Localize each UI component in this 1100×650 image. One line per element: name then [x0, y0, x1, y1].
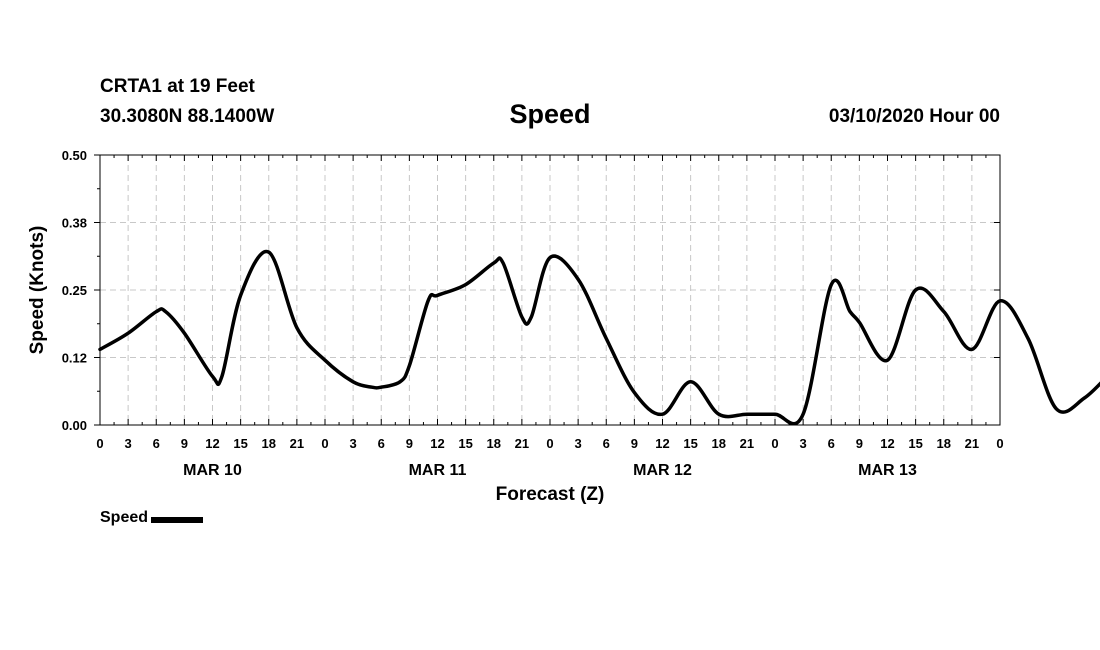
x-tick-label: 12 [655, 436, 669, 451]
x-tick-label: 0 [321, 436, 328, 451]
x-tick-label: 6 [603, 436, 610, 451]
coordinates-label: 30.3080N 88.1400W [100, 106, 275, 127]
plot-frame [99, 154, 1001, 426]
x-tick-label: 12 [205, 436, 219, 451]
x-tick-label: 18 [712, 436, 726, 451]
series-layer [98, 249, 1100, 426]
day-label: MAR 12 [633, 462, 692, 479]
x-axis-title: Forecast (Z) [496, 484, 605, 505]
y-tick-label: 0.25 [62, 283, 87, 298]
x-tick-label: 3 [125, 436, 132, 451]
x-tick-label: 6 [153, 436, 160, 451]
x-tick-label: 3 [575, 436, 582, 451]
y-tick-label: 0.00 [62, 418, 87, 433]
x-tick-label: 0 [996, 436, 1003, 451]
x-tick-label: 12 [430, 436, 444, 451]
x-tick-label: 15 [233, 436, 247, 451]
day-label: MAR 13 [858, 462, 917, 479]
gridlines [100, 155, 1000, 425]
x-tick-label: 18 [937, 436, 951, 451]
x-tick-label: 0 [96, 436, 103, 451]
x-tick-label: 0 [771, 436, 778, 451]
speed-series-line [98, 249, 1100, 426]
legend-swatch [151, 517, 204, 523]
run-time-label: 03/10/2020 Hour 00 [828, 106, 1000, 127]
x-tick-label: 15 [908, 436, 922, 451]
x-tick-label: 3 [350, 436, 357, 451]
x-tick-label: 9 [631, 436, 638, 451]
y-axis-title: Speed (Knots) [27, 226, 48, 355]
x-tick-label: 6 [828, 436, 835, 451]
x-tick-label: 18 [487, 436, 501, 451]
y-tick-label: 0.38 [62, 216, 87, 231]
x-tick-label: 3 [800, 436, 807, 451]
x-tick-label: 6 [378, 436, 385, 451]
legend: Speed [100, 509, 204, 527]
y-tick-label: 0.12 [62, 351, 87, 366]
x-tick-label: 12 [880, 436, 894, 451]
x-tick-label: 15 [458, 436, 472, 451]
x-tick-label: 0 [546, 436, 553, 451]
y-tick-label: 0.50 [62, 148, 87, 163]
x-tick-label: 9 [181, 436, 188, 451]
x-tick-label: 21 [290, 436, 304, 451]
legend-label: Speed [100, 509, 149, 526]
x-tick-label: 21 [740, 436, 754, 451]
x-tick-label: 21 [965, 436, 979, 451]
x-tick-label: 9 [406, 436, 413, 451]
day-label: MAR 11 [409, 462, 467, 479]
x-tick-label: 15 [683, 436, 697, 451]
station-label: CRTA1 at 19 Feet [100, 76, 255, 97]
day-label: MAR 10 [183, 462, 242, 479]
x-tick-label: 18 [262, 436, 276, 451]
x-tick-label: 9 [856, 436, 863, 451]
axes: 0 3 6 9 12 15 18 21 0 3 6 9 12 15 18 21 0 3 6 9 12 15 18 21 0 3 6 9… [27, 148, 1004, 505]
x-tick-label: 21 [515, 436, 529, 451]
chart-title: Speed [509, 99, 591, 129]
